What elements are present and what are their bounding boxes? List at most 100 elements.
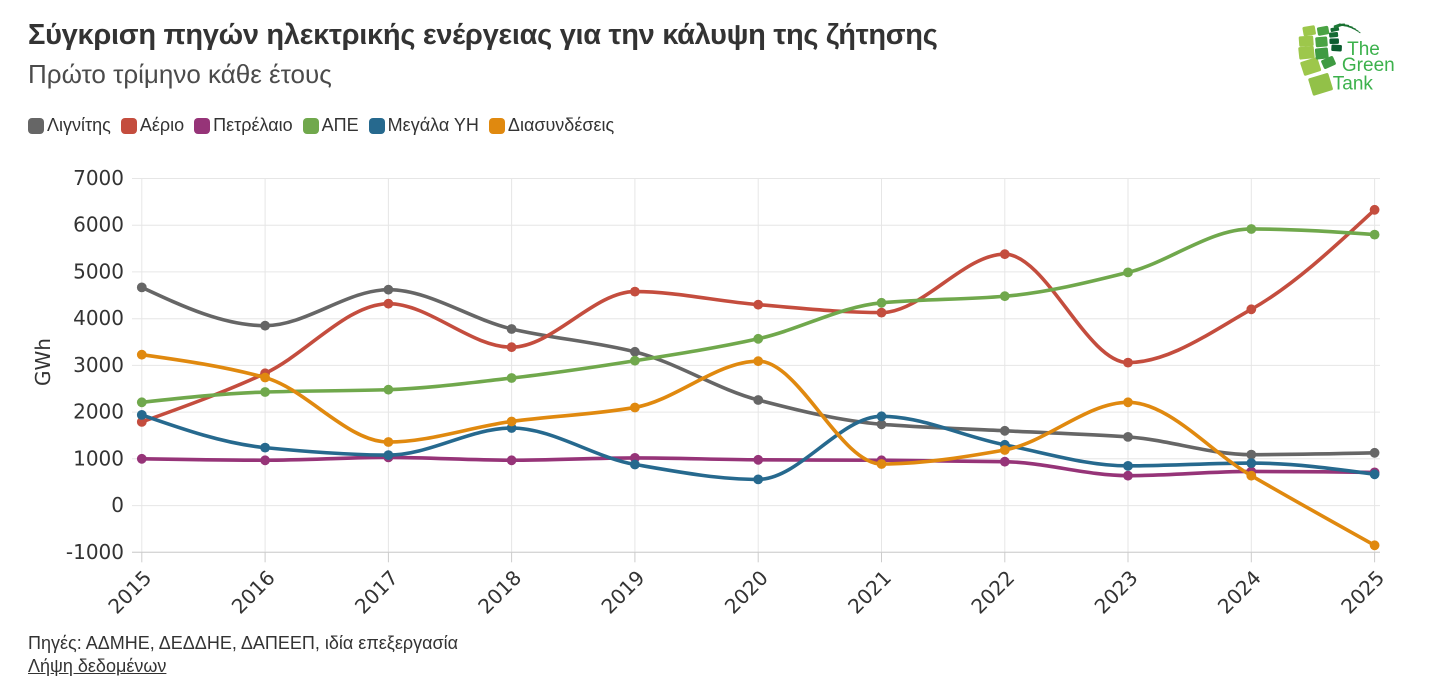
legend-swatch-icon xyxy=(120,117,137,134)
data-point xyxy=(630,459,640,470)
logo-text-line: Green xyxy=(1342,55,1395,76)
data-point xyxy=(1123,397,1133,408)
logo-tile xyxy=(1358,31,1361,34)
logo-tile xyxy=(1300,57,1322,76)
legend-swatch-icon xyxy=(302,117,319,134)
logo-tile xyxy=(1314,47,1329,60)
series xyxy=(136,204,1380,551)
data-point xyxy=(1369,469,1380,480)
chart-subtitle: Πρώτο τρίμηνο κάθε έτους xyxy=(28,59,332,89)
logo-tile xyxy=(1355,29,1359,32)
data-point xyxy=(1246,458,1257,468)
y-tick-label: 3000 xyxy=(73,353,124,377)
legend-item-6[interactable]: Διασυνδέσεις xyxy=(488,115,615,136)
data-point xyxy=(753,395,764,405)
legend-item-2[interactable]: Αέριο xyxy=(120,115,184,136)
y-tick-label: 1000 xyxy=(73,446,124,470)
logo-tile xyxy=(1298,45,1315,60)
data-point xyxy=(506,455,517,466)
logo-tile xyxy=(1331,44,1342,52)
legend-label: Λιγνίτης xyxy=(47,115,111,135)
x-tick-label: 2016 xyxy=(227,566,280,619)
data-point xyxy=(753,299,764,310)
data-point xyxy=(136,397,147,408)
line-chart: -1000 0 1000 2000 3000 4000 5000 6000 7000 GWh 201… xyxy=(31,166,1389,619)
data-point xyxy=(506,416,517,427)
y-tick-label: -1000 xyxy=(66,540,124,564)
series-1 xyxy=(136,282,1380,460)
legend-item-5[interactable]: Μεγάλα ΥΗ xyxy=(368,115,479,136)
data-point xyxy=(1123,357,1133,368)
legend-label: Πετρέλαιο xyxy=(213,115,293,135)
data-point xyxy=(630,346,640,357)
legend-swatch-icon xyxy=(194,117,211,134)
legend-swatch-icon xyxy=(488,117,505,134)
data-point xyxy=(753,356,764,367)
logo-tile xyxy=(1343,24,1350,27)
x-tick-label: 2019 xyxy=(596,566,649,619)
data-point xyxy=(383,284,394,295)
y-tick-label: 4000 xyxy=(73,306,124,330)
data-point xyxy=(383,298,394,309)
series-5 xyxy=(136,410,1380,485)
logo-tile xyxy=(1330,26,1340,33)
data-point xyxy=(1123,470,1133,481)
x-tick-label: 2015 xyxy=(103,566,156,619)
logo-tile xyxy=(1329,38,1339,45)
source-note: Πηγές: ΑΔΜΗΕ, ΔΕΔΔΗΕ, ΔΑΠΕΕΠ, ιδία επεξε… xyxy=(28,633,459,653)
y-axis-title: GWh xyxy=(31,338,55,386)
logo-tile xyxy=(1347,25,1353,29)
data-point xyxy=(1246,224,1257,234)
logo-tile xyxy=(1315,36,1328,48)
data-point xyxy=(876,459,887,469)
data-point xyxy=(1369,447,1380,458)
data-point xyxy=(136,410,147,420)
data-point xyxy=(1123,267,1133,278)
legend-item-1[interactable]: Λιγνίτης xyxy=(28,115,111,136)
data-point xyxy=(506,342,517,353)
x-tick-label: 2017 xyxy=(350,566,403,619)
data-point xyxy=(1123,461,1133,471)
data-point xyxy=(999,445,1010,455)
data-point xyxy=(1246,449,1257,460)
y-tick-label: 5000 xyxy=(73,259,124,283)
download-data-link[interactable]: Λήψη δεδομένων xyxy=(28,656,167,676)
data-point xyxy=(876,411,887,422)
x-tick-label: 2025 xyxy=(1336,566,1389,619)
data-point xyxy=(1369,229,1380,240)
data-point xyxy=(383,437,394,447)
y-tick-label: 0 xyxy=(111,493,124,517)
logo-tile xyxy=(1308,73,1333,96)
legend-item-3[interactable]: Πετρέλαιο xyxy=(194,115,293,136)
data-point xyxy=(999,425,1010,436)
data-point xyxy=(876,297,887,308)
legend-label: ΑΠΕ xyxy=(321,115,359,135)
y-axis-labels: -1000 0 1000 2000 3000 4000 5000 6000 7000 xyxy=(66,166,124,564)
data-point xyxy=(630,402,640,413)
logo-spiral-icon xyxy=(1298,23,1361,96)
x-tick-label: 2023 xyxy=(1090,566,1143,619)
x-tick-label: 2018 xyxy=(473,566,526,619)
data-point xyxy=(383,384,394,395)
data-point xyxy=(1369,540,1380,551)
y-tick-label: 7000 xyxy=(73,166,124,190)
data-point xyxy=(260,372,270,383)
data-point xyxy=(506,373,517,383)
data-point xyxy=(260,320,270,331)
data-point xyxy=(383,450,394,460)
data-point xyxy=(136,453,147,464)
legend-swatch-icon xyxy=(28,117,44,134)
logo-tile xyxy=(1328,32,1339,38)
series-2 xyxy=(136,204,1380,427)
series-line xyxy=(140,208,1377,424)
legend-item-4[interactable]: ΑΠΕ xyxy=(302,115,359,136)
logo-tile xyxy=(1302,25,1316,37)
data-point xyxy=(753,454,764,465)
series-6 xyxy=(136,349,1380,551)
legend-label: Διασυνδέσεις xyxy=(507,115,615,135)
x-tick-label: 2022 xyxy=(966,566,1019,619)
logo-text-line: The xyxy=(1347,39,1380,60)
